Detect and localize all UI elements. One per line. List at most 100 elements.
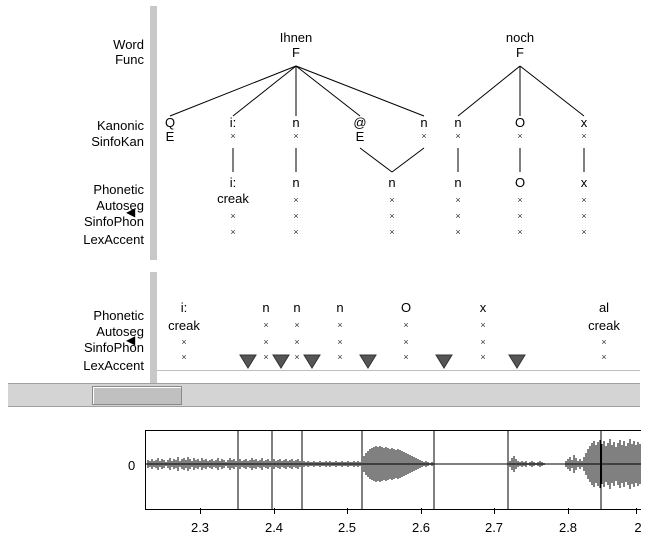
autoseg-item: × [403, 320, 409, 330]
lexaccent-item: × [294, 352, 300, 362]
autoseg-item: creak [217, 191, 249, 206]
accent-marker-icon [303, 354, 321, 369]
tier-label-word: Word [113, 37, 144, 52]
phonetic-item[interactable]: O [514, 175, 526, 190]
phonetic-item[interactable]: n [262, 300, 270, 315]
sinfophon-item: × [389, 211, 395, 221]
tier-label-phonetic: Phonetic [93, 308, 144, 323]
tier-label-sinfophon: SinfoPhon [84, 340, 144, 355]
x-tick-label: 2.6 [411, 520, 431, 535]
kanonic-item[interactable]: i: [229, 115, 237, 130]
lexaccent-markers [239, 354, 526, 369]
lexaccent-item: × [230, 227, 236, 237]
lexaccent-item: × [517, 227, 523, 237]
kanonic-item[interactable]: O [514, 115, 526, 130]
accent-marker-icon [239, 354, 257, 369]
selected-tier-arrow-icon[interactable]: ◀ [126, 205, 136, 219]
kanonic-item[interactable]: n [292, 115, 300, 130]
sinfophon-item: × [581, 211, 587, 221]
accent-marker-icon [359, 354, 377, 369]
autoseg-item: × [389, 195, 395, 205]
autoseg-item: × [337, 320, 343, 330]
phonetic-item[interactable]: x [479, 300, 487, 315]
phonetic-item[interactable]: i: [229, 175, 237, 190]
func-ihnen[interactable]: F [292, 45, 300, 60]
autoseg-item: × [294, 320, 300, 330]
waveform-zero-label: 0 [128, 458, 136, 473]
sinfokan-item: × [293, 131, 299, 141]
autoseg-item: × [480, 320, 486, 330]
panel1-divider[interactable] [150, 6, 157, 260]
tier-label-autoseg: Autoseg [96, 324, 144, 339]
sinfophon-item: × [181, 337, 187, 347]
sinfophon-item: × [263, 337, 269, 347]
phonetic-item[interactable]: n [454, 175, 462, 190]
selected-tier-arrow-icon[interactable]: ◀ [126, 333, 136, 347]
word-noch[interactable]: noch [505, 30, 535, 45]
sinfophon-item: × [455, 211, 461, 221]
phonetic-item[interactable]: i: [180, 300, 188, 315]
sinfokan-item: × [517, 131, 523, 141]
lexaccent-item: × [581, 227, 587, 237]
sinfokan-item: × [421, 131, 427, 141]
autoseg-item: × [263, 320, 269, 330]
word-ihnen[interactable]: Ihnen [279, 30, 313, 45]
autoseg-item: × [517, 195, 523, 205]
sinfophon-item: × [517, 211, 523, 221]
horizontal-scrollbar[interactable] [8, 383, 640, 407]
sinfophon-item: × [480, 337, 486, 347]
tier-label-autoseg: Autoseg [96, 198, 144, 213]
x-tick-label: 2.5 [337, 520, 357, 535]
scrollbar-thumb[interactable] [92, 386, 182, 405]
lexaccent-item: × [455, 227, 461, 237]
phonetic-item[interactable]: x [580, 175, 588, 190]
segment-boundaries [237, 431, 602, 509]
func-noch[interactable]: F [516, 45, 524, 60]
waveform-display[interactable] [145, 430, 641, 510]
accent-marker-icon [508, 354, 526, 369]
autoseg-item: creak [588, 318, 620, 333]
sinfokan-item: E [165, 129, 175, 144]
lexaccent-item: × [389, 227, 395, 237]
panel2-divider[interactable] [150, 272, 157, 383]
sinfophon-item: × [601, 337, 607, 347]
annotation-links [169, 65, 585, 173]
phonetic-item[interactable]: n [388, 175, 396, 190]
x-tick-label: 2 [634, 520, 642, 535]
waveform-svg [146, 431, 641, 509]
phonetic-item[interactable]: n [293, 300, 301, 315]
sinfokan-item: × [581, 131, 587, 141]
sinfophon-item: × [403, 337, 409, 347]
waveform-signal [147, 439, 641, 489]
x-tick-label: 2.7 [484, 520, 504, 535]
kanonic-item[interactable]: n [420, 115, 428, 130]
lexaccent-item: × [263, 352, 269, 362]
kanonic-item[interactable]: Q [164, 115, 176, 130]
tier-label-sinfophon: SinfoPhon [84, 214, 144, 229]
kanonic-item[interactable]: n [454, 115, 462, 130]
sinfophon-item: × [337, 337, 343, 347]
kanonic-item[interactable]: @ [353, 115, 367, 130]
lexaccent-item: × [403, 352, 409, 362]
phonetic-item[interactable]: al [598, 300, 610, 315]
lexaccent-item: × [181, 352, 187, 362]
tier-label-kanonic: Kanonic [97, 118, 144, 133]
phonetic-item[interactable]: O [400, 300, 412, 315]
tier-label-lexaccent: LexAccent [83, 232, 144, 247]
phonetic-item[interactable]: n [292, 175, 300, 190]
lexaccent-item: × [480, 352, 486, 362]
lexaccent-item: × [601, 352, 607, 362]
accent-marker-icon [435, 354, 453, 369]
sinfophon-item: × [293, 211, 299, 221]
tier-baseline [157, 370, 640, 371]
phonetic-item[interactable]: n [336, 300, 344, 315]
kanonic-item[interactable]: x [580, 115, 588, 130]
autoseg-item: creak [168, 318, 200, 333]
sinfokan-item: × [230, 131, 236, 141]
sinfokan-item: × [455, 131, 461, 141]
autoseg-item: × [293, 195, 299, 205]
tier-label-func: Func [115, 52, 144, 67]
tier-label-phonetic: Phonetic [93, 182, 144, 197]
autoseg-item: × [581, 195, 587, 205]
autoseg-item: × [455, 195, 461, 205]
